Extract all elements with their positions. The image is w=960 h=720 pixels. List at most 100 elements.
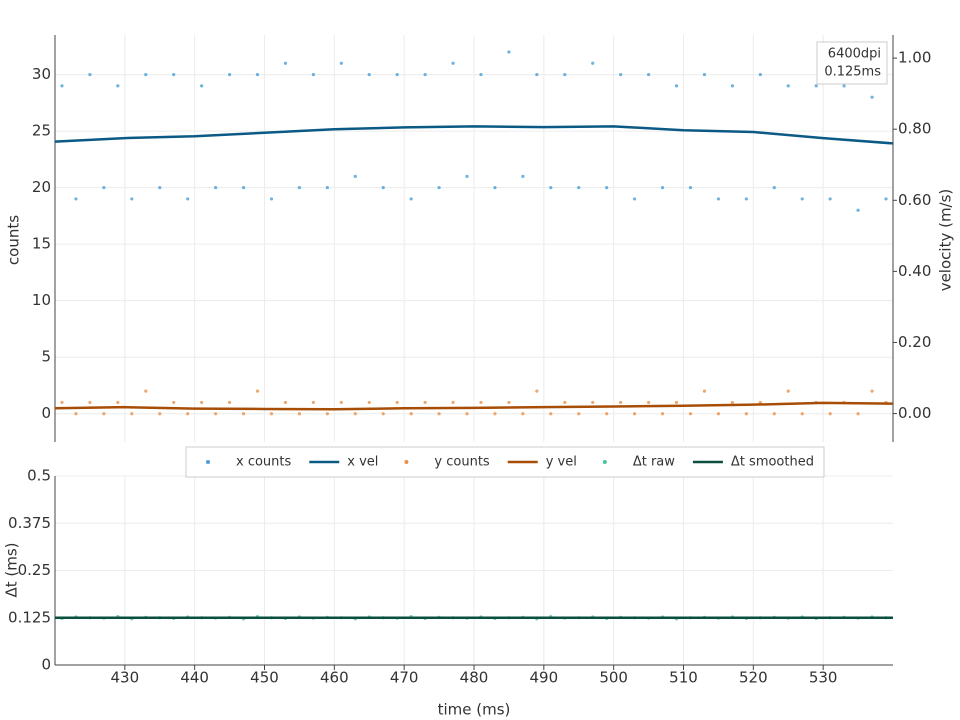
point (800, 412, 804, 416)
point (507, 400, 511, 405)
point (311, 72, 315, 77)
y-tick-label: 30 (32, 65, 51, 83)
point (856, 208, 860, 212)
point (367, 72, 371, 77)
point (186, 412, 190, 416)
point (702, 389, 707, 393)
y2-tick-label: 0.20 (898, 333, 931, 351)
point (744, 412, 748, 416)
y-tick-label: 5 (41, 348, 51, 366)
y-tick-label: 10 (32, 291, 51, 309)
point (465, 412, 469, 416)
point (674, 84, 679, 88)
point (269, 412, 274, 416)
y-axis-label: counts (5, 215, 23, 265)
point (214, 412, 218, 416)
point (772, 412, 776, 416)
point (325, 412, 329, 416)
x-tick-label: 470 (390, 669, 419, 687)
point (200, 400, 204, 405)
x-axis-label: time (ms) (438, 701, 511, 719)
legend-label: Δt raw (633, 455, 675, 470)
x-tick-label: 510 (669, 669, 698, 687)
y2-tick-label: 0.60 (898, 191, 931, 209)
y2-tick-label: 0.40 (898, 262, 931, 280)
point (116, 84, 120, 88)
point (227, 400, 232, 405)
y2-axis-label: velocity (m/s) (937, 189, 955, 292)
point (660, 412, 665, 416)
point (423, 400, 427, 405)
point (227, 72, 232, 77)
y-tick-label: 0.25 (18, 561, 51, 579)
legend-label: y counts (434, 455, 490, 470)
legend-label: x vel (347, 455, 378, 470)
point (130, 197, 134, 201)
point (409, 412, 413, 416)
point (74, 412, 78, 416)
point (605, 186, 609, 190)
point (535, 72, 539, 77)
point (465, 174, 469, 178)
point (158, 186, 162, 190)
point (702, 72, 707, 77)
y-tick-label: 0.375 (8, 514, 51, 532)
point (730, 400, 734, 405)
point (172, 400, 176, 405)
x-tick-label: 490 (530, 669, 559, 687)
point (674, 400, 679, 405)
y-tick-label: 0 (41, 404, 51, 422)
point (646, 400, 651, 405)
point (730, 84, 734, 88)
x-tick-label: 430 (111, 669, 140, 687)
point (633, 412, 637, 416)
point (200, 84, 204, 88)
y-tick-label: 0 (41, 656, 51, 674)
y2-tick-label: 0.00 (898, 404, 931, 422)
point (116, 400, 120, 405)
x-tick-label: 460 (320, 669, 349, 687)
point (325, 186, 329, 190)
point (870, 95, 874, 99)
point (60, 84, 64, 88)
point (395, 400, 399, 405)
legend-marker (602, 460, 607, 464)
point (255, 72, 260, 77)
point (660, 186, 665, 190)
x-tick-label: 450 (250, 669, 279, 687)
point (102, 412, 106, 416)
point (353, 412, 357, 416)
point (493, 412, 497, 416)
point (842, 84, 846, 88)
legend-label: x counts (236, 455, 292, 470)
point (577, 186, 581, 190)
point (828, 412, 832, 416)
point (479, 72, 483, 77)
point (591, 400, 595, 405)
point (688, 412, 693, 416)
legend-marker (206, 460, 210, 464)
point (144, 389, 148, 393)
point (283, 400, 288, 405)
point (144, 72, 148, 77)
point (339, 400, 343, 405)
point (186, 197, 190, 201)
point (255, 389, 260, 393)
point (130, 412, 134, 416)
y-tick-label: 15 (32, 235, 51, 253)
point (423, 72, 427, 77)
line (54, 401, 894, 411)
point (74, 197, 78, 201)
point (884, 197, 888, 201)
point (88, 400, 92, 405)
point (549, 412, 553, 416)
annotation-box (816, 41, 888, 85)
point (437, 186, 441, 190)
point (493, 186, 497, 190)
point (772, 186, 776, 190)
legend-label: Δt smoothed (731, 455, 814, 470)
point (744, 197, 748, 201)
annotation-text: 0.125ms (824, 65, 881, 80)
point (241, 186, 246, 190)
